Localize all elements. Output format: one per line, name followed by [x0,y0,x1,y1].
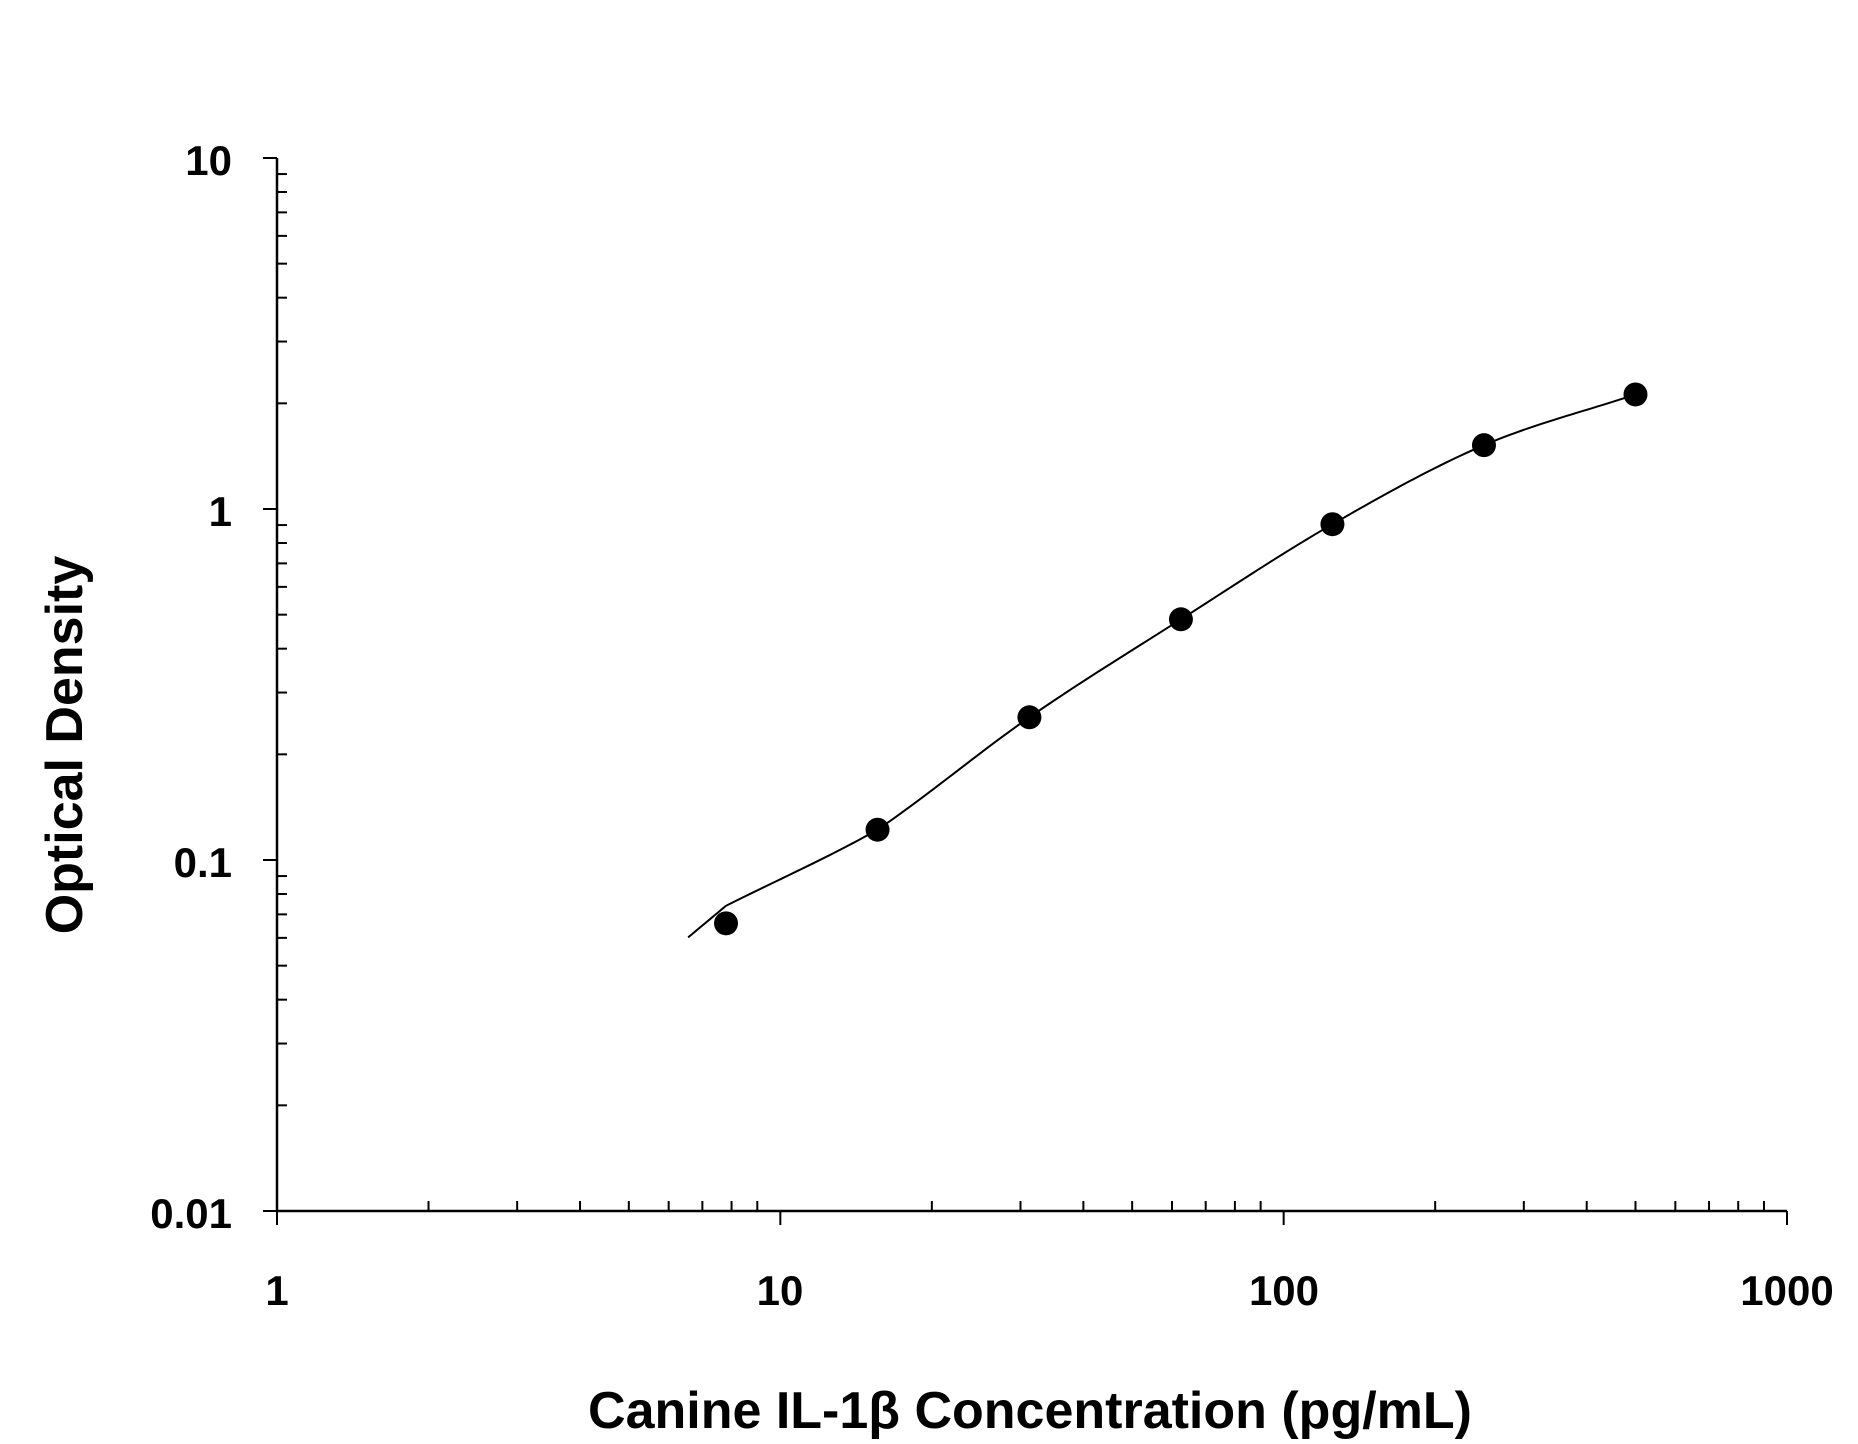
y-axis-ticks [263,157,287,1212]
x-tick-label: 1000 [1740,1267,1833,1314]
x-tick-labels: 1 10 100 1000 [265,1267,1833,1314]
x-tick-label: 1 [265,1267,288,1314]
data-point [1168,607,1193,632]
x-axis-title: Canine IL-1β Concentration (pg/mL) [588,1382,1472,1440]
data-points [714,382,1648,936]
fit-curve [687,393,1636,939]
x-tick-label: 100 [1249,1267,1319,1314]
data-point [714,911,739,936]
y-tick-label: 1 [209,488,232,535]
axes [263,157,1788,1225]
y-tick-labels: 0.01 0.1 1 10 [150,137,232,1237]
y-tick-label: 0.1 [174,839,232,886]
data-point [1017,705,1042,730]
x-axis-ticks [276,1201,1788,1225]
data-point [865,817,890,842]
x-tick-label: 10 [757,1267,804,1314]
data-point [1320,512,1345,537]
data-point [1471,433,1496,458]
y-tick-label: 0.01 [150,1190,232,1237]
data-point [1623,382,1648,407]
y-axis-title: Optical Density [36,556,94,935]
y-tick-label: 10 [185,137,232,184]
